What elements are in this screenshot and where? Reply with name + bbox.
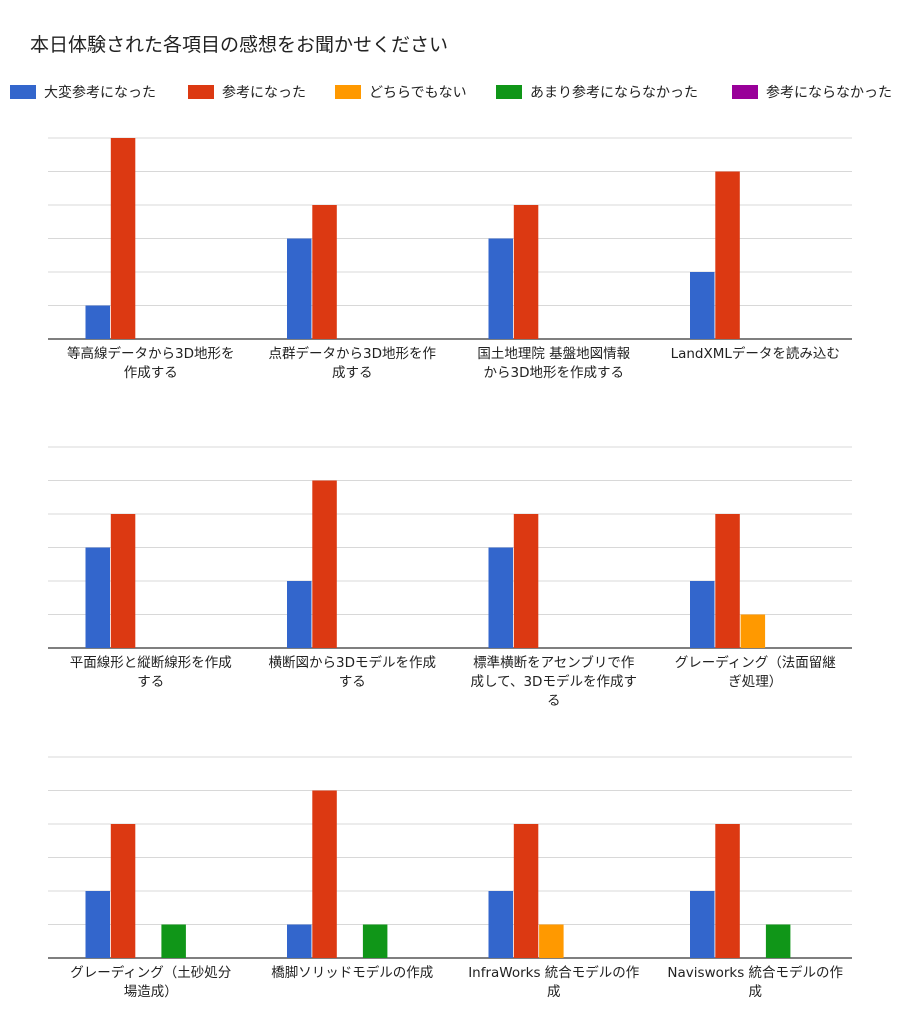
legend: 大変参考になった 参考になった どちらでもない あまり参考にならなかった 参考に… bbox=[0, 82, 911, 104]
legend-label-helpful: 参考になった bbox=[222, 85, 306, 101]
bar-helpful bbox=[513, 824, 539, 958]
legend-label-not-very-helpful: あまり参考にならなかった bbox=[530, 85, 698, 101]
category-label-line: 成して、3Dモデルを作成す bbox=[471, 673, 637, 690]
bar-not-very-helpful bbox=[765, 924, 791, 958]
bar-not-very-helpful bbox=[362, 924, 388, 958]
category-label: グレーディング（土砂処分場造成） bbox=[70, 964, 231, 1000]
bar-very-helpful bbox=[287, 238, 312, 339]
legend-swatch-very-helpful bbox=[10, 85, 36, 99]
category-label-line: 場造成） bbox=[124, 984, 178, 1000]
bar-helpful bbox=[110, 514, 136, 648]
bar-very-helpful bbox=[488, 238, 513, 339]
legend-swatch-not-very-helpful bbox=[496, 85, 522, 99]
bar-helpful bbox=[110, 138, 136, 339]
legend-label-not-helpful: 参考にならなかった bbox=[766, 85, 892, 101]
category-label: 標準横断をアセンブリで作成して、3Dモデルを作成する bbox=[471, 654, 637, 709]
chart-title: 本日体験された各項目の感想をお聞かせください bbox=[30, 34, 449, 56]
bar-helpful bbox=[110, 824, 136, 958]
category-label-line: 標準横断をアセンブリで作 bbox=[473, 654, 634, 671]
category-label-line: 平面線形と縦断線形を作成 bbox=[70, 655, 232, 671]
bar-helpful bbox=[312, 480, 337, 648]
legend-item-very-helpful: 大変参考になった bbox=[10, 82, 156, 102]
category-label-line: Navisworks 統合モデルの作 bbox=[667, 964, 843, 981]
legend-label-very-helpful: 大変参考になった bbox=[44, 85, 156, 101]
bar-helpful bbox=[715, 514, 740, 648]
category-label: 点群データから3D地形を作成する bbox=[269, 345, 436, 381]
category-label-line: グレーディング（土砂処分 bbox=[70, 964, 231, 981]
bar-neutral bbox=[539, 924, 564, 958]
bar-helpful bbox=[715, 171, 740, 339]
category-label-line: 橋脚ソリッドモデルの作成 bbox=[271, 964, 433, 981]
bar-helpful bbox=[312, 205, 337, 339]
category-label-line: 成する bbox=[332, 365, 373, 381]
legend-swatch-helpful bbox=[188, 85, 214, 99]
category-label-line: ぎ処理） bbox=[728, 674, 782, 690]
category-label-line: 国土地理院 基盤地図情報 bbox=[477, 345, 630, 362]
bar-very-helpful bbox=[287, 924, 312, 958]
category-label: 横断図から3Dモデルを作成する bbox=[269, 654, 436, 690]
category-label-line: る bbox=[547, 693, 561, 709]
bar-helpful bbox=[715, 824, 740, 958]
legend-item-neutral: どちらでもない bbox=[335, 82, 467, 102]
bar-very-helpful bbox=[85, 891, 110, 958]
category-label: 国土地理院 基盤地図情報から3D地形を作成する bbox=[477, 345, 630, 381]
category-label-line: 等高線データから3D地形を bbox=[67, 345, 234, 362]
bar-very-helpful bbox=[690, 272, 715, 339]
legend-item-helpful: 参考になった bbox=[188, 82, 306, 102]
category-label-line: する bbox=[137, 674, 164, 690]
bar-helpful bbox=[312, 790, 337, 958]
category-label-line: 点群データから3D地形を作 bbox=[269, 345, 436, 362]
category-label: グレーディング（法面留継ぎ処理） bbox=[675, 654, 836, 690]
bar-helpful bbox=[513, 205, 539, 339]
category-label-line: LandXMLデータを読み込む bbox=[671, 345, 840, 362]
category-label: 等高線データから3D地形を作成する bbox=[67, 345, 234, 381]
category-label-line: する bbox=[339, 674, 366, 690]
bar-neutral bbox=[740, 614, 766, 648]
legend-label-neutral: どちらでもない bbox=[369, 85, 467, 101]
bar-not-very-helpful bbox=[161, 924, 186, 958]
bar-very-helpful bbox=[488, 547, 513, 648]
category-label-line: から3D地形を作成する bbox=[484, 365, 624, 381]
category-label: 橋脚ソリッドモデルの作成 bbox=[271, 964, 433, 981]
legend-swatch-not-helpful bbox=[732, 85, 758, 99]
legend-item-not-very-helpful: あまり参考にならなかった bbox=[496, 82, 698, 102]
bar-very-helpful bbox=[690, 891, 715, 958]
category-label-line: 作成する bbox=[124, 365, 178, 381]
category-label: InfraWorks 統合モデルの作成 bbox=[468, 964, 639, 1000]
bar-very-helpful bbox=[85, 547, 110, 648]
category-label: 平面線形と縦断線形を作成する bbox=[70, 655, 232, 690]
category-label-line: 成 bbox=[547, 984, 561, 1000]
category-label-line: 成 bbox=[749, 984, 763, 1000]
bar-very-helpful bbox=[287, 581, 312, 648]
category-label: Navisworks 統合モデルの作成 bbox=[667, 964, 843, 1000]
bar-helpful bbox=[513, 514, 539, 648]
bar-very-helpful bbox=[690, 581, 715, 648]
category-label: LandXMLデータを読み込む bbox=[671, 345, 840, 362]
category-label-line: InfraWorks 統合モデルの作 bbox=[468, 964, 639, 981]
bar-very-helpful bbox=[85, 305, 110, 339]
category-label-line: グレーディング（法面留継 bbox=[675, 654, 836, 671]
legend-swatch-neutral bbox=[335, 85, 361, 99]
category-label-line: 横断図から3Dモデルを作成 bbox=[269, 654, 436, 671]
bar-very-helpful bbox=[488, 891, 513, 958]
legend-item-not-helpful: 参考にならなかった bbox=[732, 82, 892, 102]
